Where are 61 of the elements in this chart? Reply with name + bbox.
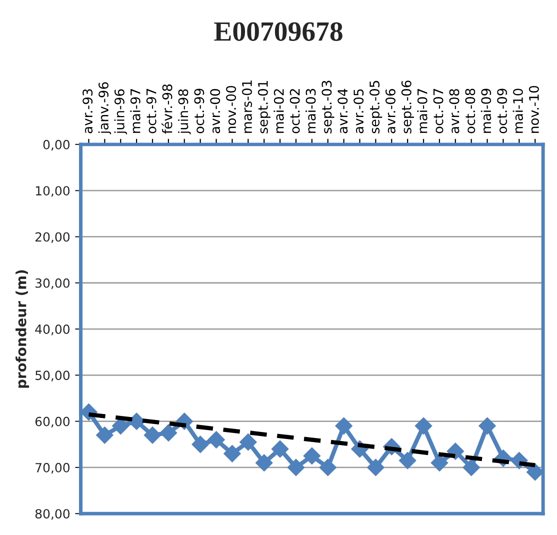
x-tick-label: oct.-02 [290,89,300,134]
point [319,458,336,476]
point [271,440,289,458]
point [208,431,225,448]
point [160,424,177,442]
x-tick-label: oct.-99 [194,88,204,134]
y-tick-label: 10,00 [36,186,70,197]
x-tick-label: avr.-00 [210,89,220,134]
y-tick-label: 0,00 [43,140,70,151]
x-tick-label: avr.-04 [338,88,348,134]
point [192,436,209,453]
x-tick-label: mai-02 [274,89,284,133]
y-tick-label: 30,00 [36,278,70,290]
point [430,454,448,472]
x-tick-label: mars-01 [242,80,252,133]
x-tick-label: mai-97 [130,89,140,133]
point [144,426,162,444]
point [526,464,544,481]
point [256,454,273,472]
point [287,458,305,476]
y-tick-label: 80,00 [35,509,70,520]
point [478,417,496,434]
point [462,458,480,476]
x-tick-label: oct.-09 [497,88,508,134]
point [335,417,352,434]
y-axis-title: profondeur (m) [16,270,30,388]
x-tick-label: nov.-10 [528,86,539,133]
x-tick-label: avr.-93 [82,89,93,134]
x-tick-label: avr.-06 [385,89,396,134]
y-tick-label: 60,00 [35,416,70,428]
y-tick-label: 20,00 [35,232,70,243]
x-tick-label: avr.-08 [449,89,460,134]
point [399,452,416,470]
x-tick-label: oct.-07 [433,88,444,134]
point [303,447,320,464]
x-tick-label: mai-09 [480,88,492,133]
y-tick-label: 70,00 [36,462,70,474]
point [96,426,114,444]
x-tick-label: sept.-03 [322,80,334,134]
y-tick-label: 40,00 [35,324,70,336]
x-tick-label: nov.-00 [226,86,236,133]
x-tick-label: sept.-01 [258,80,270,134]
point [240,434,257,451]
x-tick-label: mai-07 [417,89,428,133]
x-tick-label: mai-10 [512,88,523,133]
x-tick-label: juin-98 [178,89,191,134]
x-tick-label: juin-96 [114,89,128,134]
x-tick-label: sept.-06 [401,80,414,134]
x-tick-label: oct.-97 [146,88,156,134]
point [414,417,432,434]
chart-title: E00709678 [214,22,342,41]
x-tick-label: mai-03 [306,88,316,133]
x-tick-label: avr.-05 [354,89,364,134]
x-tick-label: oct.-08 [465,88,476,134]
y-tick-label: 50,00 [36,370,70,382]
x-tick-label: janv.-96 [98,82,112,134]
point [224,445,241,462]
point [367,458,384,476]
x-tick-label: févr.-98 [162,84,172,134]
point [128,412,146,430]
x-tick-label: sept.-05 [370,80,382,134]
